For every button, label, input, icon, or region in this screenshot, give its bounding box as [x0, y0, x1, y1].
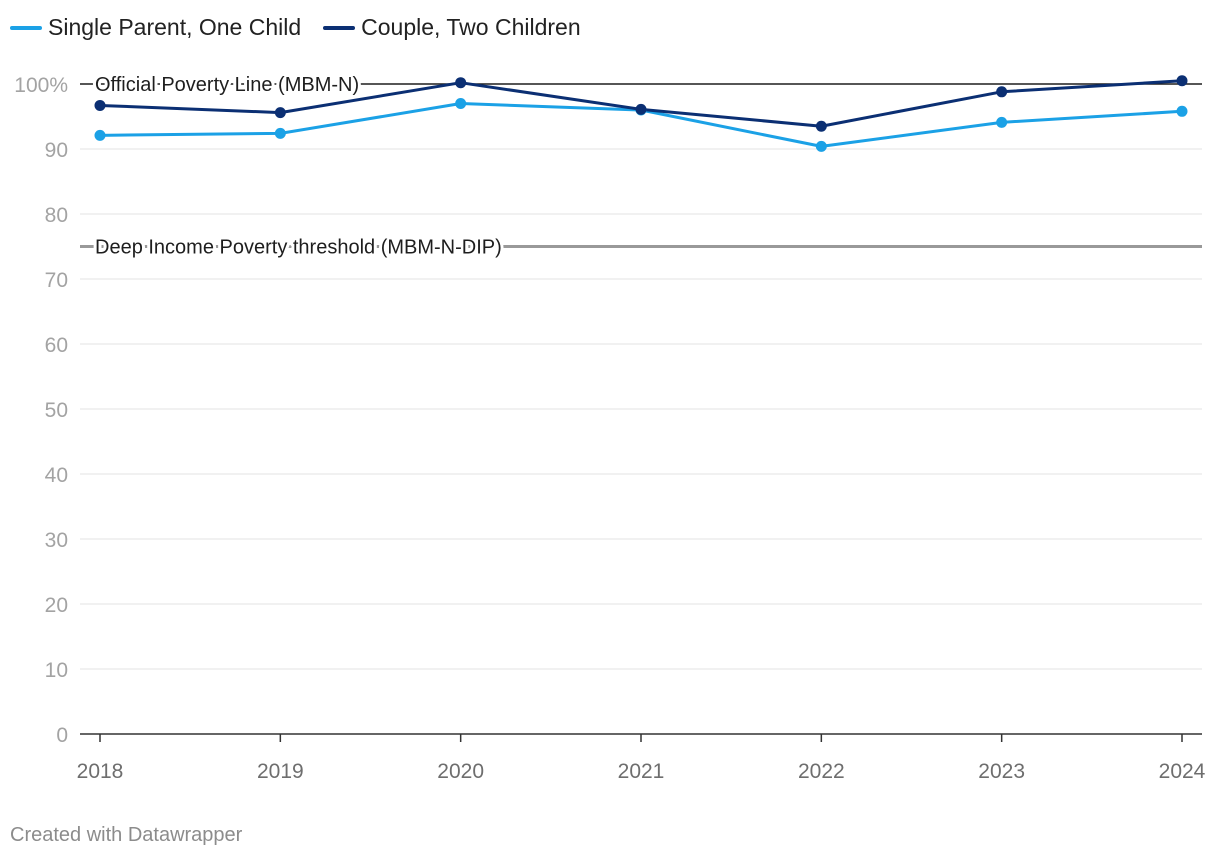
- y-tick-label: 80: [45, 204, 68, 227]
- y-tick-label: 70: [45, 269, 68, 292]
- y-tick-label: 10: [45, 659, 68, 682]
- legend-item-couple[interactable]: Couple, Two Children: [323, 14, 581, 41]
- x-tick-label: 2018: [77, 760, 124, 783]
- y-tick-label: 100%: [14, 74, 68, 97]
- x-tick-label: 2024: [1159, 760, 1206, 783]
- official-poverty-label: Official Poverty Line (MBM-N): [95, 74, 359, 96]
- legend-swatch-couple: [323, 25, 356, 30]
- footer-credit: Created with Datawrapper: [10, 824, 243, 846]
- y-tick-label: 90: [45, 139, 68, 162]
- x-tick-label: 2019: [257, 760, 304, 783]
- data-point-single-parent[interactable]: [94, 129, 106, 141]
- x-tick-label: 2023: [978, 760, 1025, 783]
- data-point-couple[interactable]: [274, 107, 286, 119]
- data-point-couple[interactable]: [94, 99, 106, 111]
- legend-label-single-parent: Single Parent, One Child: [48, 14, 302, 40]
- data-point-couple[interactable]: [455, 77, 467, 89]
- data-point-couple[interactable]: [1176, 75, 1188, 87]
- data-point-single-parent[interactable]: [815, 140, 827, 152]
- data-point-single-parent[interactable]: [274, 127, 286, 139]
- legend-label-couple: Couple, Two Children: [361, 14, 581, 40]
- data-point-single-parent[interactable]: [1176, 105, 1188, 117]
- legend-item-single-parent[interactable]: Single Parent, One Child: [10, 14, 301, 41]
- deep-poverty-label: Deep Income Poverty threshold (MBM-N-DIP…: [95, 237, 502, 259]
- data-point-single-parent[interactable]: [996, 116, 1008, 128]
- data-point-couple[interactable]: [815, 120, 827, 132]
- legend: Single Parent, One Child Couple, Two Chi…: [10, 14, 581, 41]
- legend-swatch-single-parent: [10, 25, 42, 30]
- data-point-couple[interactable]: [635, 103, 647, 115]
- y-tick-label: 50: [45, 399, 68, 422]
- y-tick-label: 20: [45, 594, 68, 617]
- data-point-couple[interactable]: [996, 86, 1008, 98]
- x-tick-label: 2020: [437, 760, 484, 783]
- y-tick-label: 0: [56, 724, 68, 747]
- y-tick-label: 60: [45, 334, 68, 357]
- y-tick-label: 30: [45, 529, 68, 552]
- x-tick-label: 2021: [618, 760, 665, 783]
- x-tick-label: 2022: [798, 760, 845, 783]
- data-point-single-parent[interactable]: [455, 98, 467, 109]
- y-tick-label: 40: [45, 464, 68, 487]
